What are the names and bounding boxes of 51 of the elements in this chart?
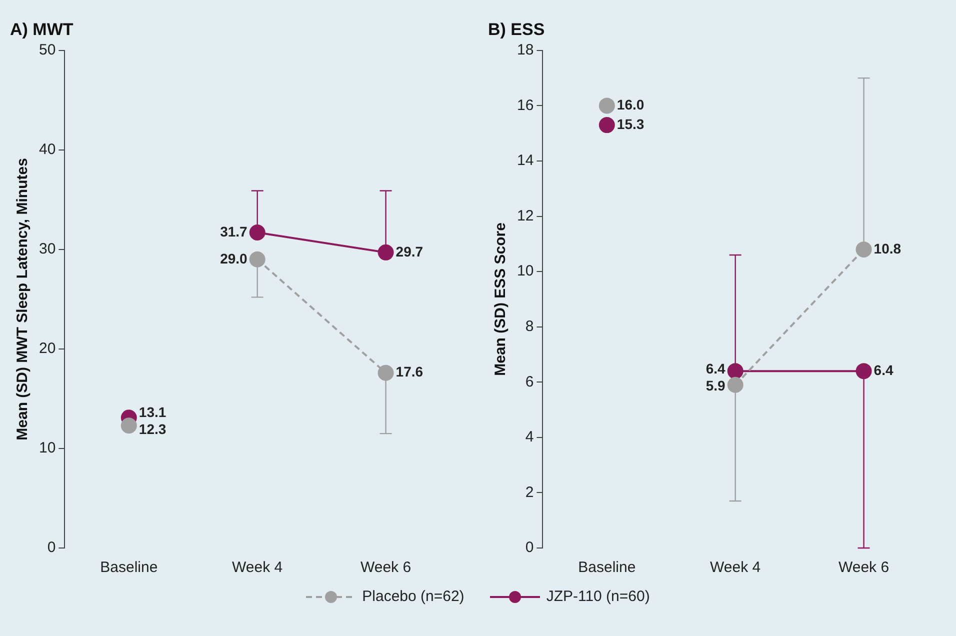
point bbox=[598, 98, 615, 114]
y-tick-label: 6 bbox=[525, 373, 534, 390]
x-tick-label: Baseline bbox=[578, 559, 636, 576]
y-tick-label: 14 bbox=[516, 152, 534, 170]
point bbox=[598, 117, 615, 134]
y-tick-label: 0 bbox=[525, 539, 534, 556]
point bbox=[856, 241, 872, 258]
legend-label: Placebo (n=62) bbox=[362, 588, 464, 605]
y-tick-label: 8 bbox=[525, 318, 534, 335]
y-tick-label: 16 bbox=[516, 96, 534, 114]
point bbox=[120, 418, 137, 434]
data-label: 10.8 bbox=[874, 240, 902, 256]
data-label: 15.3 bbox=[616, 116, 644, 132]
data-label: 16.0 bbox=[616, 96, 644, 113]
y-axis-title: Mean (SD) ESS Score bbox=[492, 222, 510, 376]
y-tick-label: 10 bbox=[516, 262, 534, 280]
y-axis-title: Mean (SD) MWT Sleep Latency, Minutes bbox=[14, 158, 32, 440]
data-label: 12.3 bbox=[138, 420, 166, 437]
y-tick-label: 4 bbox=[525, 428, 534, 446]
x-tick-label: Week 6 bbox=[838, 559, 890, 576]
point bbox=[378, 364, 394, 381]
x-tick-label: Baseline bbox=[100, 559, 158, 576]
y-tick-label: 40 bbox=[38, 141, 56, 158]
point bbox=[727, 363, 744, 380]
point bbox=[249, 224, 266, 241]
legend-label: JZP-110 (n=60) bbox=[546, 588, 650, 605]
y-tick-label: 50 bbox=[38, 42, 56, 59]
data-label: 29.0 bbox=[220, 250, 248, 266]
data-label: 31.7 bbox=[220, 223, 248, 240]
chart-title: A) MWT bbox=[10, 20, 74, 39]
y-tick-label: 18 bbox=[516, 42, 534, 59]
point bbox=[727, 376, 744, 393]
data-label: 6.4 bbox=[706, 360, 726, 376]
x-tick-label: Week 6 bbox=[360, 559, 412, 576]
y-tick-label: 0 bbox=[47, 539, 56, 556]
data-label: 13.1 bbox=[138, 404, 166, 420]
y-tick-label: 30 bbox=[38, 240, 56, 258]
data-label: 17.6 bbox=[396, 364, 424, 380]
point bbox=[856, 363, 872, 380]
data-label: 29.7 bbox=[396, 243, 424, 260]
chart-title: B) ESS bbox=[488, 20, 545, 39]
x-tick-label: Week 4 bbox=[710, 559, 761, 576]
data-label: 6.4 bbox=[874, 362, 894, 378]
y-tick-label: 2 bbox=[525, 484, 534, 501]
data-label: 5.9 bbox=[706, 377, 726, 394]
x-tick-label: Week 4 bbox=[232, 559, 283, 576]
y-tick-label: 20 bbox=[38, 340, 56, 358]
point bbox=[249, 251, 266, 268]
y-tick-label: 12 bbox=[516, 207, 534, 224]
point bbox=[378, 244, 394, 260]
y-tick-label: 10 bbox=[38, 440, 56, 457]
